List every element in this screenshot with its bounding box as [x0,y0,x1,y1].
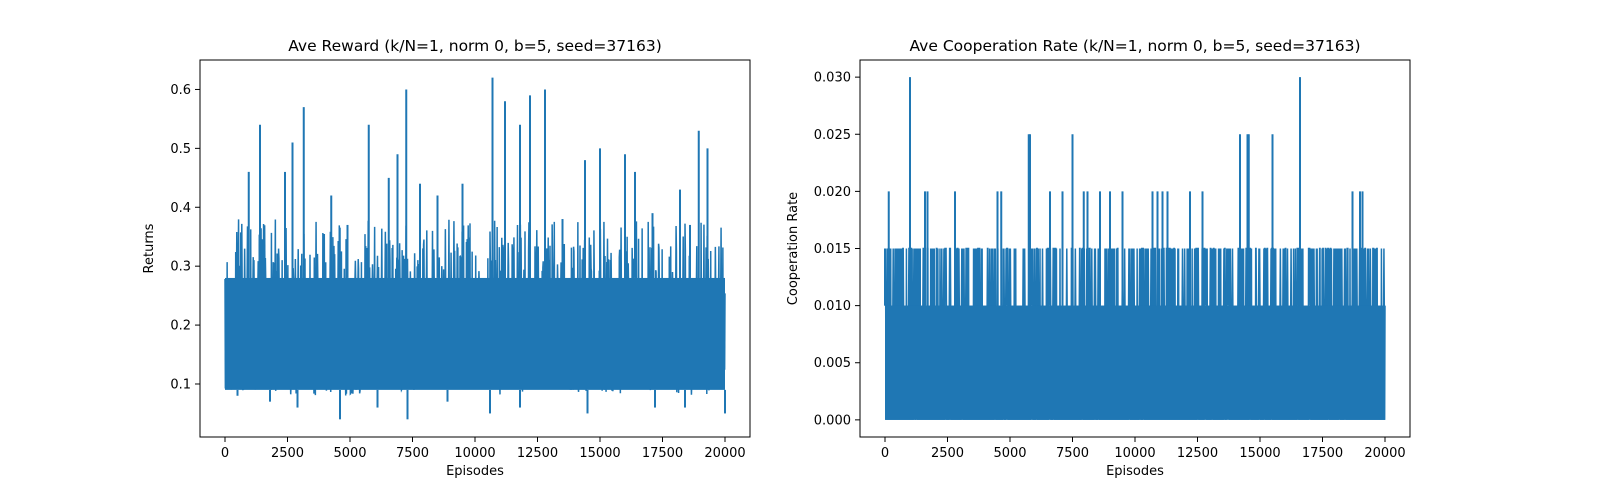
chart-title: Ave Cooperation Rate (k/N=1, norm 0, b=5… [909,37,1360,55]
y-tick-label: 0.3 [170,260,191,275]
x-tick-label: 12500 [517,446,558,461]
x-tick-label: 2500 [271,446,304,461]
y-tick-label: 0.020 [814,185,851,200]
series-line [884,247,1386,420]
y-tick-label: 0.005 [814,356,851,371]
cooperation-rate-chart: 0 2500 5000 7500 10000 12500 15000 17500 20000 0.… [786,37,1411,479]
x-tick-label: 17500 [642,446,683,461]
x-tick-label: 5000 [993,446,1026,461]
chart-title: Ave Reward (k/N=1, norm 0, b=5, seed=371… [288,37,662,55]
x-tick-label: 0 [881,446,889,461]
x-tick-label: 20000 [1364,446,1405,461]
x-tick-label: 7500 [1056,446,1089,461]
x-axis-label: Episodes [446,464,504,479]
x-tick-label: 0 [221,446,229,461]
x-axis-label: Episodes [1106,464,1164,479]
data-series [884,77,1386,420]
x-tick-label: 17500 [1302,446,1343,461]
y-tick-label: 0.010 [814,299,851,314]
y-tick-label: 0.1 [170,377,191,392]
reward-chart: 0 2500 5000 7500 10000 12500 15000 17500 20000 0.… [142,37,751,479]
y-tick-label: 0.2 [170,319,191,334]
y-tick-label: 0.025 [814,128,851,143]
x-tick-label: 5000 [333,446,366,461]
series-dense-band [225,277,725,390]
y-tick-label: 0.030 [814,71,851,86]
x-tick-label: 10000 [454,446,495,461]
series-dense-band [885,305,1385,420]
y-tick-label: 0.015 [814,242,851,257]
y-axis-label: Returns [142,223,157,273]
y-axis-label: Cooperation Rate [786,192,801,305]
x-tick-label: 20000 [704,446,745,461]
x-tick-label: 2500 [931,446,964,461]
x-tick-label: 7500 [396,446,429,461]
y-tick-label: 0.000 [814,413,851,428]
x-tick-label: 15000 [579,446,620,461]
data-series [224,77,726,420]
y-tick-label: 0.4 [170,201,191,216]
y-tick-label: 0.6 [170,83,191,98]
x-tick-label: 15000 [1239,446,1280,461]
x-tick-label: 12500 [1177,446,1218,461]
x-tick-label: 10000 [1114,446,1155,461]
y-tick-label: 0.5 [170,142,191,157]
